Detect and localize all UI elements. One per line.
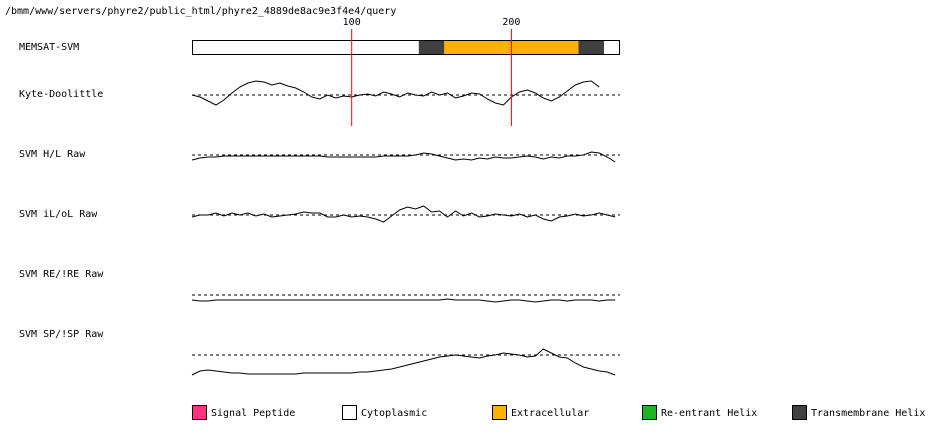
legend-swatch	[492, 405, 507, 420]
trace	[191, 348, 616, 376]
x-tick-label: 200	[502, 17, 520, 28]
legend-swatch	[792, 405, 807, 420]
track-label: SVM RE/!RE Raw	[19, 269, 104, 280]
x-tick-label: 100	[343, 17, 361, 28]
segment	[578, 40, 605, 55]
trace	[191, 205, 616, 223]
bar-outline	[192, 40, 620, 55]
legend-label: Signal Peptide	[211, 408, 295, 419]
legend-swatch	[642, 405, 657, 420]
legend-label: Transmembrane Helix	[811, 408, 925, 419]
title: /bmm/www/servers/phyre2/public_html/phyr…	[5, 6, 396, 17]
legend-label: Re-entrant Helix	[661, 408, 757, 419]
legend-label: Extracellular	[511, 408, 589, 419]
trace	[191, 298, 616, 303]
track-label: SVM iL/oL Raw	[19, 209, 98, 220]
segment	[418, 40, 445, 55]
track-label: SVM SP/!SP Raw	[19, 329, 104, 340]
track-label: Kyte-Doolittle	[19, 89, 103, 100]
legend-swatch	[192, 405, 207, 420]
segment	[192, 40, 419, 55]
track-label: SVM H/L Raw	[19, 149, 86, 160]
trace	[191, 80, 600, 106]
legend-swatch	[342, 405, 357, 420]
trace	[191, 151, 616, 163]
segment	[604, 40, 620, 55]
legend-label: Cytoplasmic	[361, 408, 427, 419]
bar-label: MEMSAT-SVM	[19, 42, 79, 53]
